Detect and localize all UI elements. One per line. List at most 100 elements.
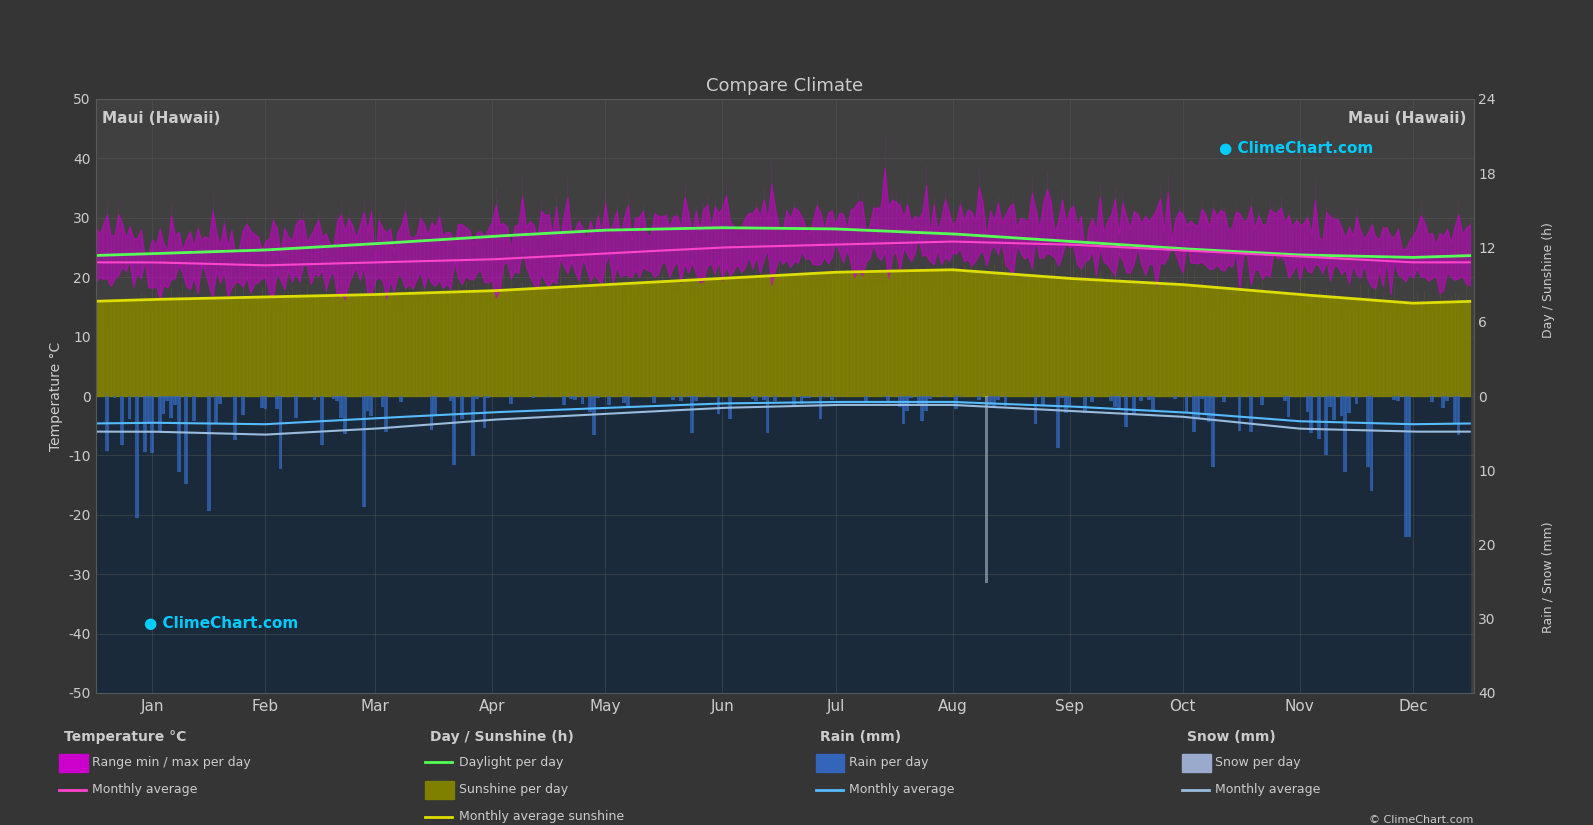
Bar	[143, 396, 147, 452]
Bar	[593, 396, 596, 435]
Bar	[207, 396, 210, 512]
Bar	[924, 396, 929, 412]
Bar	[276, 396, 279, 409]
Bar	[1282, 396, 1287, 401]
Text: Monthly average sunshine: Monthly average sunshine	[459, 810, 624, 823]
Bar	[1456, 396, 1461, 436]
Bar	[569, 396, 573, 399]
Bar	[581, 396, 585, 403]
Text: Monthly average: Monthly average	[849, 783, 954, 796]
Bar	[158, 396, 161, 431]
Bar	[755, 396, 758, 401]
Bar	[105, 396, 108, 451]
Bar	[174, 396, 177, 405]
Bar	[449, 396, 452, 401]
Bar	[486, 396, 491, 398]
Bar	[147, 396, 150, 423]
Bar	[1192, 396, 1196, 431]
Bar	[1185, 396, 1188, 412]
Bar	[331, 396, 335, 399]
Bar	[607, 396, 610, 405]
Bar	[1453, 396, 1456, 422]
Bar	[1150, 396, 1155, 412]
Bar	[562, 396, 566, 405]
Bar	[690, 396, 695, 433]
Bar	[1343, 396, 1348, 472]
Text: © ClimeChart.com: © ClimeChart.com	[1368, 815, 1474, 825]
Bar	[1064, 396, 1067, 412]
Bar	[1340, 396, 1343, 417]
Bar	[863, 396, 868, 403]
Bar	[1317, 396, 1321, 439]
Bar	[150, 396, 155, 453]
Text: Range min / max per day: Range min / max per day	[92, 756, 252, 769]
Bar	[573, 396, 577, 400]
Bar	[1067, 396, 1072, 407]
Bar	[910, 396, 913, 398]
Text: Day / Sunshine (h): Day / Sunshine (h)	[1542, 223, 1555, 338]
Bar	[653, 396, 656, 403]
Bar	[135, 396, 139, 518]
Text: Maui (Hawaii): Maui (Hawaii)	[1348, 111, 1467, 126]
Y-axis label: Temperature °C: Temperature °C	[49, 342, 62, 450]
Bar	[381, 396, 384, 408]
Bar	[750, 396, 755, 399]
Bar	[1260, 396, 1263, 406]
Bar	[902, 396, 905, 424]
Bar	[218, 396, 221, 404]
Bar	[623, 396, 626, 403]
Bar	[384, 396, 389, 431]
Bar	[113, 396, 116, 398]
Bar	[996, 396, 1000, 400]
Bar	[1222, 396, 1227, 402]
Bar	[679, 396, 683, 401]
Bar	[1309, 396, 1313, 433]
Bar	[312, 396, 317, 400]
Bar	[1147, 396, 1150, 400]
Bar	[1034, 396, 1037, 424]
Bar	[1004, 396, 1007, 406]
Bar	[883, 396, 886, 397]
Bar	[342, 396, 347, 434]
Bar	[596, 396, 599, 398]
Bar	[959, 396, 962, 398]
Bar	[1392, 396, 1395, 400]
Bar	[1287, 396, 1290, 417]
Bar	[1125, 396, 1128, 427]
Bar	[1196, 396, 1200, 419]
Text: Monthly average: Monthly average	[1215, 783, 1321, 796]
Bar	[988, 396, 992, 405]
Text: Rain (mm): Rain (mm)	[820, 730, 902, 744]
Bar	[1090, 396, 1094, 402]
Text: Day / Sunshine (h): Day / Sunshine (h)	[430, 730, 573, 744]
Bar	[898, 396, 902, 407]
Bar	[279, 396, 282, 469]
Bar	[185, 396, 188, 484]
Bar	[1109, 396, 1114, 402]
Text: Sunshine per day: Sunshine per day	[459, 783, 569, 796]
Bar	[830, 396, 833, 400]
Bar	[161, 396, 166, 413]
Text: ● ClimeChart.com: ● ClimeChart.com	[1219, 140, 1373, 156]
Bar	[191, 396, 196, 421]
Text: ● ClimeChart.com: ● ClimeChart.com	[143, 615, 298, 631]
Bar	[1211, 396, 1215, 467]
Text: Rain / Snow (mm): Rain / Snow (mm)	[1542, 521, 1555, 634]
Bar	[1249, 396, 1252, 432]
Bar	[977, 396, 981, 400]
Bar	[822, 396, 827, 398]
Bar	[1445, 396, 1450, 401]
Bar	[1365, 396, 1370, 466]
Bar	[1329, 396, 1332, 407]
Bar	[169, 396, 174, 417]
Bar	[430, 396, 433, 430]
Bar	[588, 396, 593, 412]
Bar	[1204, 396, 1207, 415]
Text: Rain per day: Rain per day	[849, 756, 929, 769]
Text: Temperature °C: Temperature °C	[64, 730, 186, 744]
Bar	[921, 396, 924, 421]
Text: Snow per day: Snow per day	[1215, 756, 1301, 769]
Bar	[766, 396, 769, 433]
Bar	[400, 396, 403, 403]
Bar	[1370, 396, 1373, 491]
